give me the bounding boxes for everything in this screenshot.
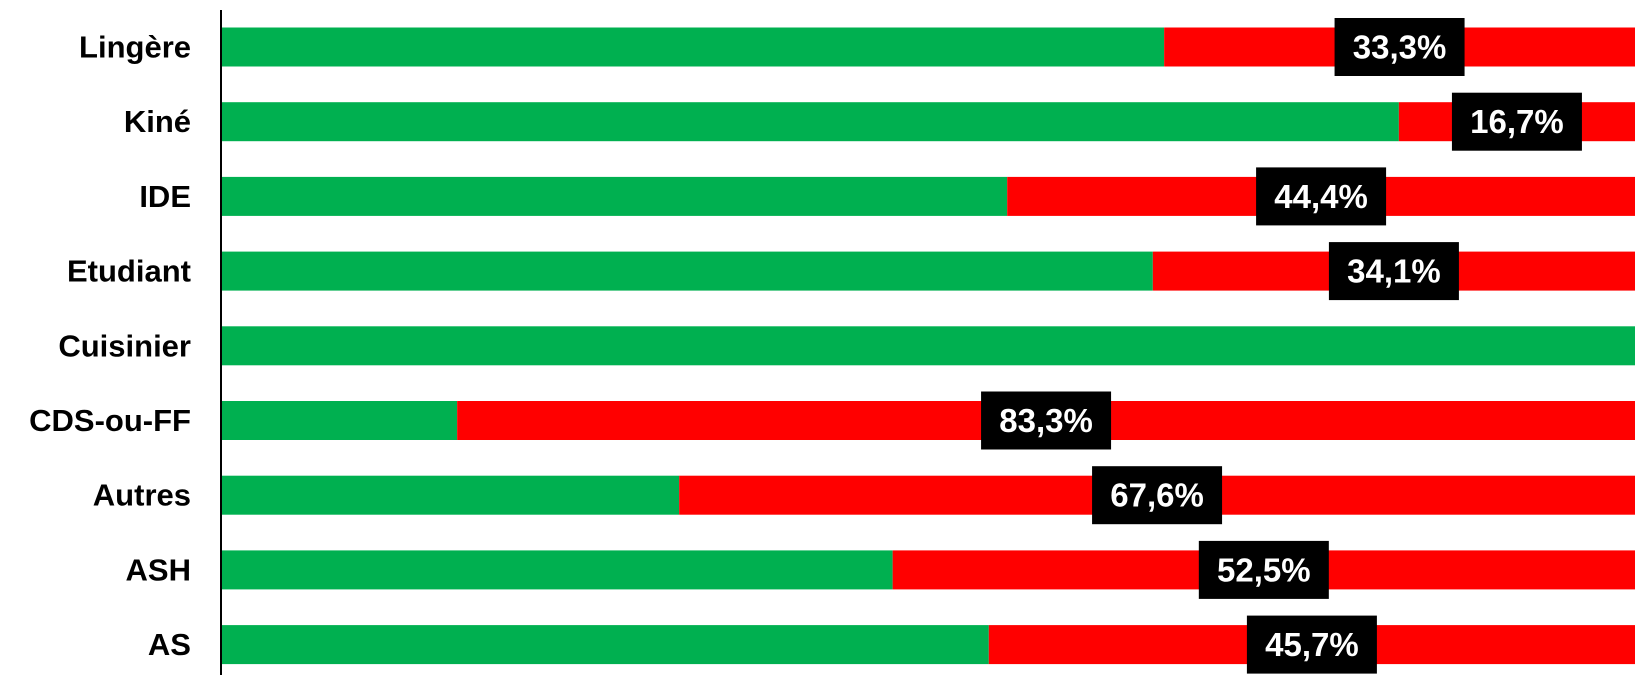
category-label-etudiant: Etudiant	[67, 254, 191, 289]
category-label-kine: Kiné	[124, 104, 191, 139]
data-label-as: 45,7%	[1246, 615, 1377, 674]
bar-segment-autres-series-1	[221, 475, 680, 515]
data-label-text: 52,5%	[1217, 551, 1311, 588]
bar-segment-etudiant-series-1	[221, 251, 1153, 291]
bar-segment-lingere-series-1	[221, 27, 1165, 67]
data-label-box	[1092, 466, 1223, 525]
category-label-cuisinier: Cuisinier	[58, 328, 191, 363]
category-label-ide: IDE	[139, 179, 191, 214]
data-label-text: 67,6%	[1110, 477, 1204, 514]
data-label-lingere: 33,3%	[1334, 18, 1465, 76]
data-label-etudiant: 34,1%	[1328, 242, 1459, 301]
data-label-kine: 16,7%	[1451, 92, 1582, 151]
category-label-as: AS	[148, 627, 191, 662]
data-label-text: 83,3%	[999, 402, 1093, 439]
data-label-box	[1328, 242, 1459, 301]
data-label-text: 34,1%	[1347, 253, 1441, 290]
bar-segment-ash-series-1	[221, 550, 893, 590]
data-label-box	[1334, 18, 1465, 76]
bar-segment-kine-series-1	[221, 102, 1399, 142]
category-label-ash: ASH	[126, 552, 191, 587]
data-label-text: 45,7%	[1265, 626, 1359, 663]
bar-segment-ide-series-1	[221, 176, 1008, 216]
data-label-box	[981, 391, 1112, 450]
data-label-text: 16,7%	[1470, 103, 1564, 140]
bar-segment-cds-ou-ff-series-1	[221, 401, 458, 440]
data-label-autres: 67,6%	[1092, 466, 1223, 525]
bar-segment-cuisinier-series-1	[221, 326, 1635, 366]
category-label-lingere: Lingère	[79, 30, 191, 65]
labels-group: Lingère 33,3% Kiné 16,7% IDE 44,4% Etudiant 34,…	[29, 18, 1582, 674]
bars-group	[221, 27, 1635, 665]
data-label-text: 33,3%	[1353, 29, 1447, 66]
category-label-cds-ou-ff: CDS-ou-FF	[29, 403, 191, 438]
data-label-box	[1198, 540, 1329, 599]
data-label-ide: 44,4%	[1256, 167, 1387, 226]
data-label-box	[1256, 167, 1387, 226]
data-label-box	[1246, 615, 1377, 674]
data-label-text: 44,4%	[1274, 178, 1368, 215]
data-label-ash: 52,5%	[1198, 540, 1329, 599]
category-label-autres: Autres	[93, 478, 191, 513]
bar-segment-as-series-1	[221, 625, 989, 665]
data-label-box	[1451, 92, 1582, 151]
data-label-cds-ou-ff: 83,3%	[981, 391, 1112, 450]
